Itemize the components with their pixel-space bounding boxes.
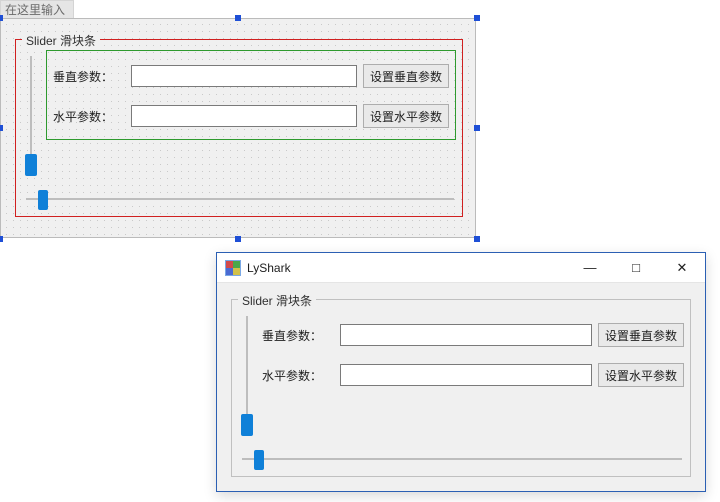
input-vertical-param[interactable] — [340, 324, 592, 346]
button-set-horizontal[interactable]: 设置水平参数 — [598, 363, 684, 387]
maximize-button[interactable]: □ — [613, 253, 659, 283]
row-vertical-param: 垂直参数： 设置垂直参数 — [53, 59, 449, 93]
designer-panel: 在这里输入 Slider 滑块条 垂直参数： 设置垂直参数 水平参数： — [0, 0, 480, 245]
resize-handle[interactable] — [0, 15, 3, 21]
designer-vertical-slider[interactable] — [22, 52, 40, 180]
button-set-vertical[interactable]: 设置垂直参数 — [363, 64, 449, 88]
slider-thumb[interactable] — [241, 414, 253, 436]
label-vertical-param: 垂直参数： — [53, 68, 125, 85]
slider-thumb[interactable] — [254, 450, 264, 470]
window-title: LyShark — [247, 261, 291, 275]
designer-horizontal-slider[interactable] — [22, 188, 458, 212]
designer-groupbox[interactable]: Slider 滑块条 垂直参数： 设置垂直参数 水平参数： 设置水平参数 — [15, 39, 463, 217]
resize-handle[interactable] — [235, 236, 241, 242]
designer-form[interactable]: Slider 滑块条 垂直参数： 设置垂直参数 水平参数： 设置水平参数 — [0, 18, 476, 238]
label-horizontal-param: 水平参数： — [262, 367, 334, 384]
slider-thumb[interactable] — [25, 154, 37, 176]
row-horizontal-param: 水平参数： 设置水平参数 — [53, 99, 449, 133]
input-horizontal-param[interactable] — [131, 105, 357, 127]
resize-handle[interactable] — [0, 125, 3, 131]
resize-handle[interactable] — [235, 15, 241, 21]
resize-handle[interactable] — [474, 125, 480, 131]
slider-track — [242, 458, 682, 460]
close-button[interactable]: ✕ — [659, 253, 705, 283]
app-icon — [225, 260, 241, 276]
resize-handle[interactable] — [0, 236, 3, 242]
minimize-button[interactable]: — — [567, 253, 613, 283]
runtime-grid-layout: 垂直参数： 设置垂直参数 水平参数： 设置水平参数 — [262, 310, 684, 400]
input-horizontal-param[interactable] — [340, 364, 592, 386]
label-horizontal-param: 水平参数： — [53, 108, 125, 125]
resize-handle[interactable] — [474, 236, 480, 242]
runtime-window: LyShark — □ ✕ Slider 滑块条 垂直参数： 设置垂直参数 — [216, 252, 706, 492]
slider-track — [26, 198, 454, 200]
row-vertical-param: 垂直参数： 设置垂直参数 — [262, 318, 684, 352]
input-vertical-param[interactable] — [131, 65, 357, 87]
window-body: Slider 滑块条 垂直参数： 设置垂直参数 水平参数： 设置水平参数 — [217, 283, 705, 491]
runtime-horizontal-slider[interactable] — [238, 448, 686, 472]
slider-thumb[interactable] — [38, 190, 48, 210]
placeholder-hint: 在这里输入 — [0, 0, 74, 18]
groupbox-title: Slider 滑块条 — [22, 32, 100, 49]
button-set-vertical[interactable]: 设置垂直参数 — [598, 323, 684, 347]
row-horizontal-param: 水平参数： 设置水平参数 — [262, 358, 684, 392]
runtime-vertical-slider[interactable] — [238, 312, 256, 440]
designer-grid-layout[interactable]: 垂直参数： 设置垂直参数 水平参数： 设置水平参数 — [46, 50, 456, 140]
label-vertical-param: 垂直参数： — [262, 327, 334, 344]
resize-handle[interactable] — [474, 15, 480, 21]
button-set-horizontal[interactable]: 设置水平参数 — [363, 104, 449, 128]
groupbox-title: Slider 滑块条 — [238, 292, 316, 309]
runtime-groupbox: Slider 滑块条 垂直参数： 设置垂直参数 水平参数： 设置水平参数 — [231, 299, 691, 477]
titlebar[interactable]: LyShark — □ ✕ — [217, 253, 705, 283]
